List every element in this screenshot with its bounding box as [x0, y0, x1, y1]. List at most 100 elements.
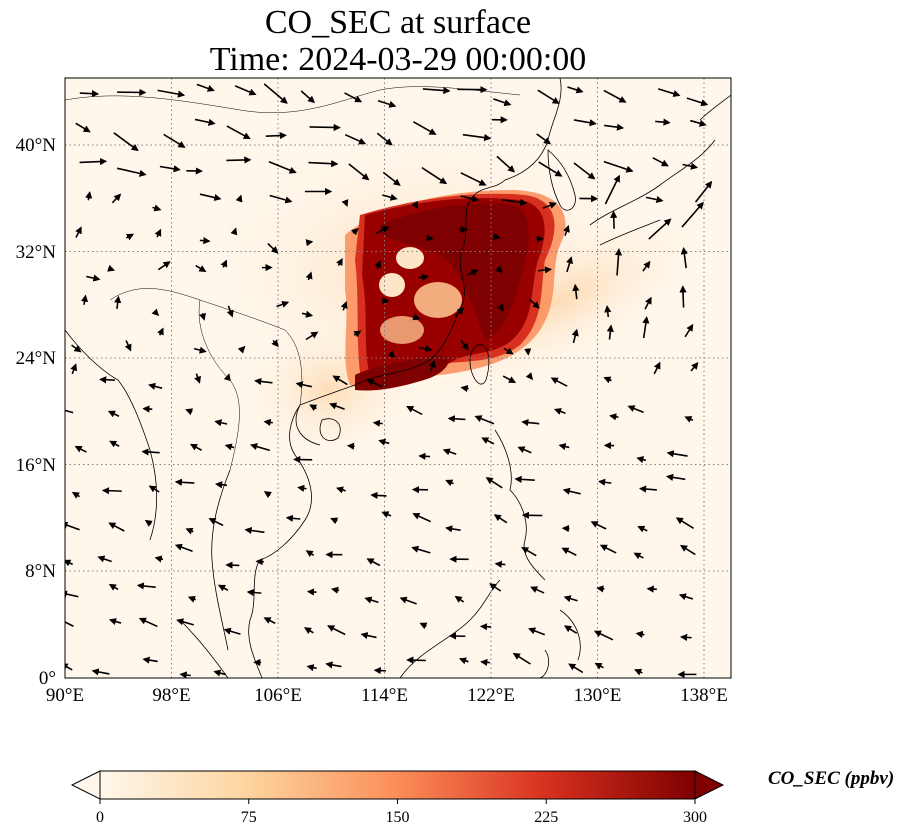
colorbar-tick-label: 0: [96, 809, 104, 826]
wind-arrow: [502, 375, 517, 384]
wind-arrow: [86, 274, 101, 282]
wind-arrow: [263, 491, 272, 499]
wind-arrow: [364, 596, 379, 604]
lon-tick-label: 90°E: [46, 685, 84, 706]
wind-arrow: [597, 478, 612, 486]
wind-arrow: [493, 514, 508, 524]
wind-arrow: [254, 377, 273, 386]
wind-arrow: [157, 327, 164, 336]
wind-arrow: [679, 285, 687, 308]
wind-arrow: [590, 521, 607, 530]
wind-arrow: [124, 340, 132, 352]
wind-arrow: [489, 583, 502, 592]
wind-arrow: [306, 588, 317, 596]
wind-arrow: [185, 408, 194, 416]
wind-arrow: [406, 405, 423, 416]
wind-arrow: [244, 526, 265, 535]
wind-arrow: [648, 218, 672, 240]
wind-arrow: [151, 308, 160, 317]
wind-arrow: [528, 298, 540, 309]
wind-arrow: [65, 663, 73, 671]
wind-arrow: [657, 88, 681, 98]
wind-arrow: [599, 544, 617, 554]
wind-arrow: [494, 560, 506, 568]
wind-arrow: [309, 123, 341, 132]
wind-arrow: [113, 132, 139, 152]
wind-arrow: [458, 657, 469, 665]
wind-arrow: [267, 243, 279, 254]
wind-arrow: [271, 339, 279, 348]
wind-arrow: [194, 118, 216, 126]
wind-arrow: [373, 666, 386, 675]
wind-arrow: [226, 156, 252, 164]
wind-arrow: [154, 228, 162, 238]
colorbar-label: CO_SEC (ppbv): [768, 768, 895, 789]
wind-arrow: [678, 593, 694, 601]
wind-arrow: [512, 652, 531, 665]
colorbar-max-extend: [694, 770, 725, 800]
wind-arrow: [503, 347, 514, 355]
wind-arrow: [445, 479, 454, 487]
wind-arrow: [382, 193, 398, 201]
wind-arrow: [226, 125, 251, 140]
wind-arrow: [537, 266, 553, 274]
wind-arrow: [309, 404, 318, 412]
wind-arrow: [679, 633, 692, 641]
colorbar: 0 75 150 225 300: [70, 770, 725, 826]
wind-arrow: [609, 413, 619, 421]
wind-arrow: [109, 440, 120, 448]
wind-arrow: [454, 307, 465, 317]
wind-arrow: [199, 193, 222, 202]
lat-tick-label: 16°N: [16, 455, 57, 476]
wind-arrow: [474, 415, 495, 425]
wind-arrow: [108, 618, 122, 625]
colorbar-tick-label: 150: [386, 809, 410, 826]
wind-arrow: [234, 85, 257, 96]
lon-tick-labels: 90°E 98°E 106°E 114°E 122°E 130°E 138°E: [46, 685, 728, 706]
wind-arrow: [418, 452, 431, 460]
wind-arrow: [308, 160, 339, 168]
wind-arrow: [614, 248, 623, 276]
wind-arrow: [419, 622, 428, 630]
wind-arrow: [537, 89, 560, 104]
wind-arrow: [454, 595, 465, 603]
wind-arrow: [495, 265, 503, 274]
wind-arrow: [428, 360, 436, 372]
wind-arrow: [268, 161, 297, 174]
wind-arrow: [536, 133, 552, 145]
wind-arrow: [604, 123, 625, 131]
wind-arrow: [332, 375, 348, 386]
wind-arrow: [174, 478, 195, 486]
wind-arrow: [138, 617, 158, 628]
wind-arrow: [399, 596, 417, 605]
wind-arrow: [223, 627, 241, 635]
wind-arrow: [645, 196, 664, 204]
wind-arrow: [157, 261, 171, 271]
wind-arrow: [655, 118, 671, 126]
lat-tick-labels: 0° 8°N 16°N 24°N 32°N 40°N: [16, 135, 57, 689]
wind-arrow: [686, 97, 709, 107]
wind-arrow: [596, 585, 605, 593]
wind-arrow: [426, 234, 434, 242]
wind-arrow: [81, 294, 89, 305]
wind-arrow: [690, 119, 707, 127]
wind-arrow: [116, 167, 147, 177]
wind-arrow: [593, 630, 614, 641]
wind-arrow: [561, 547, 577, 556]
wind-arrow: [187, 595, 196, 603]
wind-arrow: [101, 487, 122, 495]
wind-arrow: [521, 546, 537, 557]
wind-arrow: [341, 199, 349, 208]
wind-arrow: [525, 372, 534, 381]
wind-arrow: [220, 259, 228, 268]
wind-arrow: [382, 171, 401, 186]
wind-arrow: [75, 122, 91, 133]
wind-arrow: [381, 511, 392, 518]
wind-arrow: [573, 162, 596, 180]
lon-tick-label: 130°E: [574, 685, 622, 706]
wind-arrow: [573, 119, 597, 127]
wind-vectors: [65, 83, 713, 678]
wind-arrow: [642, 260, 651, 272]
wind-arrow: [524, 348, 532, 356]
wind-arrow: [665, 473, 686, 481]
